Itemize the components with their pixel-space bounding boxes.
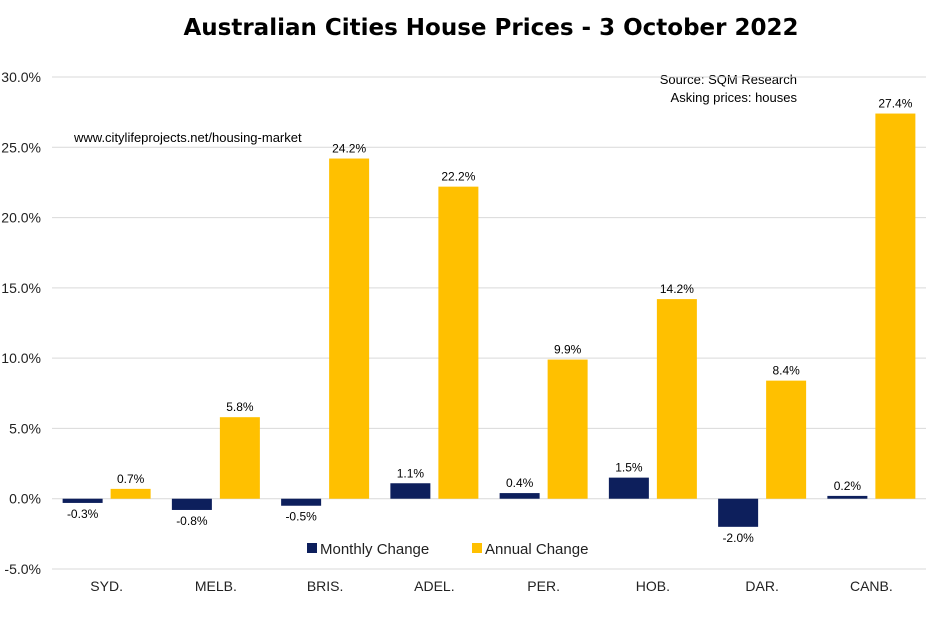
legend-label-monthly: Monthly Change	[320, 541, 429, 558]
annual-bar	[875, 113, 916, 499]
monthly-data-label: 1.1%	[397, 466, 425, 480]
y-tick-label: 0.0%	[9, 491, 41, 507]
monthly-data-label: 0.2%	[834, 479, 862, 493]
website-note: www.citylifeprojects.net/housing-market	[73, 130, 302, 145]
annual-bar	[656, 299, 697, 499]
bars: -0.3% 0.7% -0.8% 5.8% -0.5% 24.2% 1.1% 22.2% 0.4…	[62, 97, 916, 545]
annual-data-label: 5.8%	[226, 400, 254, 414]
annual-data-label: 24.2%	[332, 142, 366, 156]
annual-data-label: 14.2%	[660, 282, 694, 296]
chart-title: Australian Cities House Prices - 3 Octob…	[183, 15, 798, 41]
y-tick-label: -5.0%	[4, 561, 41, 577]
monthly-data-label: -0.5%	[285, 510, 317, 524]
x-category-label: BRIS.	[307, 578, 344, 594]
annual-data-label: 27.4%	[878, 97, 912, 111]
monthly-bar	[62, 498, 103, 503]
monthly-data-label: -2.0%	[722, 531, 754, 545]
legend-swatch-monthly	[307, 543, 317, 553]
asking-prices-note: Asking prices: houses	[671, 90, 798, 105]
monthly-data-label: -0.8%	[176, 514, 208, 528]
x-category-label: MELB.	[195, 578, 237, 594]
y-tick-label: 5.0%	[9, 420, 41, 436]
annual-data-label: 9.9%	[554, 343, 582, 357]
annual-bar	[547, 359, 588, 499]
y-tick-label: 20.0%	[1, 210, 41, 226]
legend: Monthly Change Annual Change	[307, 541, 588, 558]
y-tick-label: 30.0%	[1, 69, 41, 85]
monthly-bar	[390, 483, 431, 499]
y-tick-label: 10.0%	[1, 350, 41, 366]
annual-bar	[219, 417, 260, 499]
x-category-label: DAR.	[745, 578, 778, 594]
legend-label-annual: Annual Change	[485, 541, 588, 558]
source-note: Source: SQM Research	[660, 72, 797, 87]
x-category-label: ADEL.	[414, 578, 454, 594]
annual-data-label: 8.4%	[772, 364, 800, 378]
monthly-bar	[171, 498, 212, 510]
x-category-label: CANB.	[850, 578, 893, 594]
monthly-bar	[608, 477, 649, 499]
annual-data-label: 22.2%	[441, 170, 475, 184]
monthly-bar	[718, 498, 759, 527]
annual-bar	[329, 158, 370, 499]
legend-swatch-annual	[472, 543, 482, 553]
monthly-bar	[281, 498, 322, 506]
y-axis: 30.0% 25.0% 20.0% 15.0% 10.0% 5.0% 0.0% -5.0%	[1, 69, 41, 577]
monthly-bar	[499, 493, 540, 499]
monthly-data-label: 1.5%	[615, 461, 643, 475]
monthly-bar	[827, 495, 868, 499]
annual-data-label: 0.7%	[117, 472, 145, 486]
x-category-label: PER.	[527, 578, 560, 594]
y-tick-label: 15.0%	[1, 280, 41, 296]
monthly-data-label: -0.3%	[67, 507, 99, 521]
x-category-label: SYD.	[90, 578, 123, 594]
x-category-label: HOB.	[636, 578, 670, 594]
annual-bar	[438, 186, 479, 499]
monthly-data-label: 0.4%	[506, 476, 534, 490]
y-tick-label: 25.0%	[1, 139, 41, 155]
annual-bar	[766, 380, 807, 499]
x-axis: SYD. MELB. BRIS. ADEL. PER. HOB. DAR. CANB.	[90, 578, 892, 594]
annual-bar	[110, 488, 151, 499]
